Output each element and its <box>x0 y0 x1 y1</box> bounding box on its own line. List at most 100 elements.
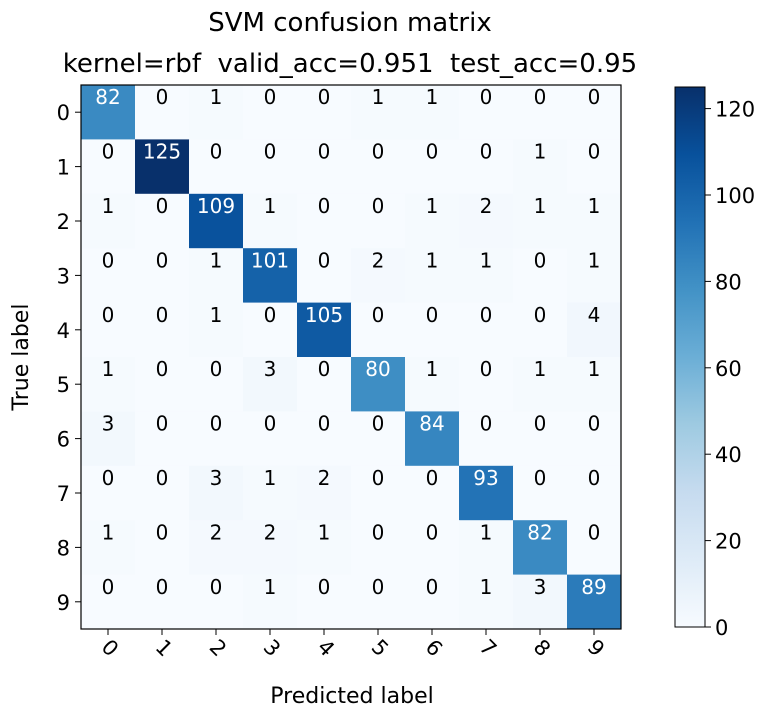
y-tick-label: 2 <box>57 210 70 234</box>
cell-value-label: 0 <box>534 466 547 490</box>
cell-value-label: 0 <box>588 466 601 490</box>
cell-value-label: 0 <box>372 575 385 599</box>
colorbar <box>674 86 706 628</box>
cell-value-label: 0 <box>426 303 439 327</box>
matrix-cell <box>405 193 460 249</box>
matrix-cell <box>189 357 244 412</box>
cell-value-label: 1 <box>534 357 547 381</box>
cell-value-label: 3 <box>264 357 277 381</box>
cell-value-label: 1 <box>480 248 493 272</box>
colorbar-ticks: 0 20 40 60 80 100 120 <box>705 98 755 640</box>
y-tick-label: 5 <box>57 373 70 397</box>
x-axis-ticks: 0 1 2 3 4 5 6 7 8 9 <box>97 629 609 661</box>
cell-value-label: 0 <box>156 248 169 272</box>
cell-value-label: 1 <box>210 248 223 272</box>
colorbar-tick-label: 20 <box>715 530 742 554</box>
cell-value-label: 1 <box>102 194 115 218</box>
cell-value-label: 1 <box>264 194 277 218</box>
matrix-cell <box>513 357 568 412</box>
matrix-cell <box>189 193 244 249</box>
matrix-cell <box>81 465 136 521</box>
matrix-cell <box>243 85 298 140</box>
matrix-cell <box>567 139 622 195</box>
matrix-cell <box>243 302 298 358</box>
cell-value-label: 0 <box>210 412 223 436</box>
matrix-cell <box>567 248 622 304</box>
matrix-cell <box>189 85 244 140</box>
cell-value-label: 3 <box>210 466 223 490</box>
cell-value-label: 0 <box>588 520 601 544</box>
matrix-cell <box>459 520 514 576</box>
cell-value-label: 0 <box>480 357 493 381</box>
cell-value-label: 1 <box>426 194 439 218</box>
cell-value-label: 0 <box>264 303 277 327</box>
cell-value-label: 0 <box>102 303 115 327</box>
cell-value-label: 0 <box>318 194 331 218</box>
colorbar-tick-label: 120 <box>715 98 755 122</box>
matrix-cell <box>513 411 568 467</box>
colorbar-tick-label: 80 <box>715 270 742 294</box>
cell-value-label: 0 <box>372 140 385 164</box>
x-tick-label: 7 <box>475 635 501 661</box>
cell-value-label: 0 <box>534 412 547 436</box>
cell-value-label: 0 <box>156 194 169 218</box>
matrix-cell <box>405 357 460 412</box>
cell-value-label: 0 <box>156 575 169 599</box>
matrix-cell <box>243 193 298 249</box>
cell-value-label: 1 <box>210 85 223 109</box>
matrix-cell <box>297 248 352 304</box>
matrix-cell <box>513 465 568 521</box>
cell-value-label: 1 <box>588 357 601 381</box>
y-tick-label: 9 <box>57 591 70 615</box>
matrix-cell <box>513 520 568 576</box>
cell-value-label: 4 <box>588 303 601 327</box>
cell-value-label: 82 <box>95 85 120 109</box>
matrix-cell <box>459 357 514 412</box>
cell-value-label: 89 <box>581 575 606 599</box>
cell-value-label: 1 <box>102 520 115 544</box>
y-tick-label: 3 <box>57 264 70 288</box>
matrix-cell <box>405 248 460 304</box>
matrix-cell <box>189 411 244 467</box>
matrix-cell <box>297 465 352 521</box>
cell-value-label: 109 <box>197 194 235 218</box>
cell-value-label: 2 <box>480 194 493 218</box>
x-tick-label: 1 <box>151 635 177 661</box>
cell-value-label: 0 <box>318 248 331 272</box>
cell-value-label: 0 <box>156 412 169 436</box>
cell-value-label: 1 <box>264 575 277 599</box>
matrix-cell <box>459 465 514 521</box>
cell-value-label: 1 <box>318 520 331 544</box>
cell-value-label: 0 <box>426 140 439 164</box>
matrix-cell <box>297 520 352 576</box>
matrix-cell <box>297 85 352 140</box>
matrix-cell <box>297 139 352 195</box>
cell-value-label: 1 <box>588 194 601 218</box>
x-tick-label: 2 <box>205 635 231 661</box>
matrix-cell <box>243 465 298 521</box>
cell-value-label: 2 <box>318 466 331 490</box>
matrix-cell <box>81 248 136 304</box>
matrix-cell <box>81 357 136 412</box>
matrix-cell <box>297 193 352 249</box>
matrix-cell <box>351 85 406 140</box>
cell-value-label: 0 <box>264 140 277 164</box>
matrix-cell <box>405 302 460 358</box>
cell-value-label: 125 <box>143 140 181 164</box>
confusion-matrix-heatmap: 82 0 1 0 0 1 1 0 0 0 0 125 0 0 0 0 0 0 1 0 1 0 109 1 0 0 1 2 1 1 0 0 1 1 0… <box>80 84 622 630</box>
matrix-cell <box>459 139 514 195</box>
cell-value-label: 1 <box>426 357 439 381</box>
matrix-cell <box>297 357 352 412</box>
matrix-cell <box>135 139 190 195</box>
matrix-cell <box>459 302 514 358</box>
cell-value-label: 0 <box>318 140 331 164</box>
matrix-cell <box>351 520 406 576</box>
matrix-cell <box>189 465 244 521</box>
cell-value-label: 0 <box>210 140 223 164</box>
cell-value-label: 84 <box>419 412 444 436</box>
x-tick-label: 9 <box>583 635 609 661</box>
matrix-cell <box>567 302 622 358</box>
matrix-cell <box>405 85 460 140</box>
colorbar-tick-label: 60 <box>715 357 742 381</box>
